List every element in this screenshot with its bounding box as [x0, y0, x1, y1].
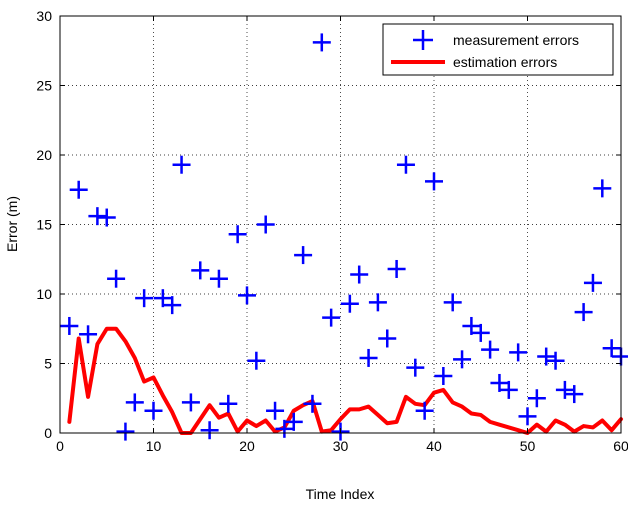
measurement-point: [228, 225, 247, 244]
y-tick-label: 15: [36, 217, 52, 233]
y-axis-label: Error (m): [4, 196, 20, 252]
y-tick-label: 5: [44, 356, 52, 372]
measurement-point: [518, 407, 537, 426]
estimation-errors-line: [67, 326, 623, 435]
y-tick-label: 0: [44, 425, 52, 441]
measurement-point: [490, 373, 509, 392]
measurement-point: [116, 422, 135, 441]
measurement-point: [322, 308, 341, 327]
measurement-point: [471, 323, 490, 342]
x-axis-label: Time Index: [306, 486, 375, 502]
measurement-point: [546, 351, 565, 370]
measurement-point: [359, 348, 378, 367]
measurement-point: [88, 207, 107, 226]
legend-box: [382, 23, 614, 76]
measurement-point: [350, 265, 369, 284]
legend-label-estimation: estimation errors: [453, 54, 557, 70]
measurement-point: [434, 367, 453, 386]
measurement-point: [481, 340, 500, 359]
x-tick-label: 50: [520, 438, 536, 454]
measurement-point: [97, 208, 116, 227]
measurement-point: [443, 293, 462, 312]
measurement-point: [312, 33, 331, 52]
measurement-point: [219, 394, 238, 413]
measurement-point: [125, 393, 144, 412]
measurement-point: [406, 358, 425, 377]
measurement-point: [555, 380, 574, 399]
measurement-point: [238, 286, 256, 305]
legend-label-measurement: measurement errors: [453, 32, 579, 48]
series-layer: [60, 33, 628, 441]
measurement-point: [602, 339, 621, 358]
x-tick-label: 30: [333, 438, 349, 454]
measurement-point: [163, 296, 182, 315]
measurement-point: [266, 401, 285, 420]
measurement-point: [303, 394, 322, 413]
measurement-point: [396, 155, 415, 174]
measurement-point: [509, 343, 528, 362]
measurement-point: [275, 419, 294, 438]
measurement-point: [144, 401, 163, 420]
measurement-point: [153, 289, 172, 308]
legend-marker-measurement: [413, 30, 433, 50]
measurement-point: [60, 316, 79, 335]
measurement-point: [527, 389, 546, 408]
measurement-point: [565, 385, 584, 404]
y-tick-label: 30: [36, 8, 52, 24]
measurement-point: [499, 380, 518, 399]
y-tick-label: 10: [36, 286, 52, 302]
measurement-point: [172, 155, 191, 174]
measurement-point: [593, 179, 612, 198]
x-tick-label: 10: [146, 438, 162, 454]
ticks: [59, 15, 622, 434]
measurement-point: [107, 269, 126, 288]
measurement-point: [453, 350, 472, 369]
x-tick-label: 20: [239, 438, 255, 454]
measurement-point: [340, 294, 359, 313]
measurement-point: [256, 215, 275, 234]
measurement-point: [69, 180, 88, 199]
measurement-point: [368, 293, 387, 312]
y-tick-labels: 0 5 10 15 20 25 30: [36, 8, 52, 441]
measurement-point: [191, 261, 210, 280]
measurement-point: [415, 401, 434, 420]
measurement-point: [247, 351, 266, 370]
measurement-point: [387, 259, 406, 278]
measurement-point: [284, 412, 303, 431]
measurement-point: [574, 303, 593, 322]
measurement-point: [583, 273, 602, 292]
measurement-point: [181, 393, 200, 412]
measurement-point: [462, 316, 481, 335]
measurement-point: [537, 347, 556, 366]
measurement-point: [378, 329, 397, 348]
legend: measurement errors estimation errors: [382, 23, 614, 76]
measurement-point: [200, 421, 219, 440]
measurement-point: [135, 289, 154, 308]
x-tick-label: 0: [56, 438, 64, 454]
x-tick-labels: 0 10 20 30 40 50 60: [56, 438, 628, 454]
y-tick-label: 25: [36, 78, 52, 94]
measurement-point: [79, 325, 98, 344]
x-tick-label: 40: [426, 438, 442, 454]
measurement-point: [209, 269, 228, 288]
x-tick-label: 60: [613, 438, 628, 454]
y-tick-label: 20: [36, 147, 52, 163]
measurement-point: [294, 246, 313, 265]
grid: [60, 16, 621, 433]
measurement-point: [425, 172, 443, 191]
